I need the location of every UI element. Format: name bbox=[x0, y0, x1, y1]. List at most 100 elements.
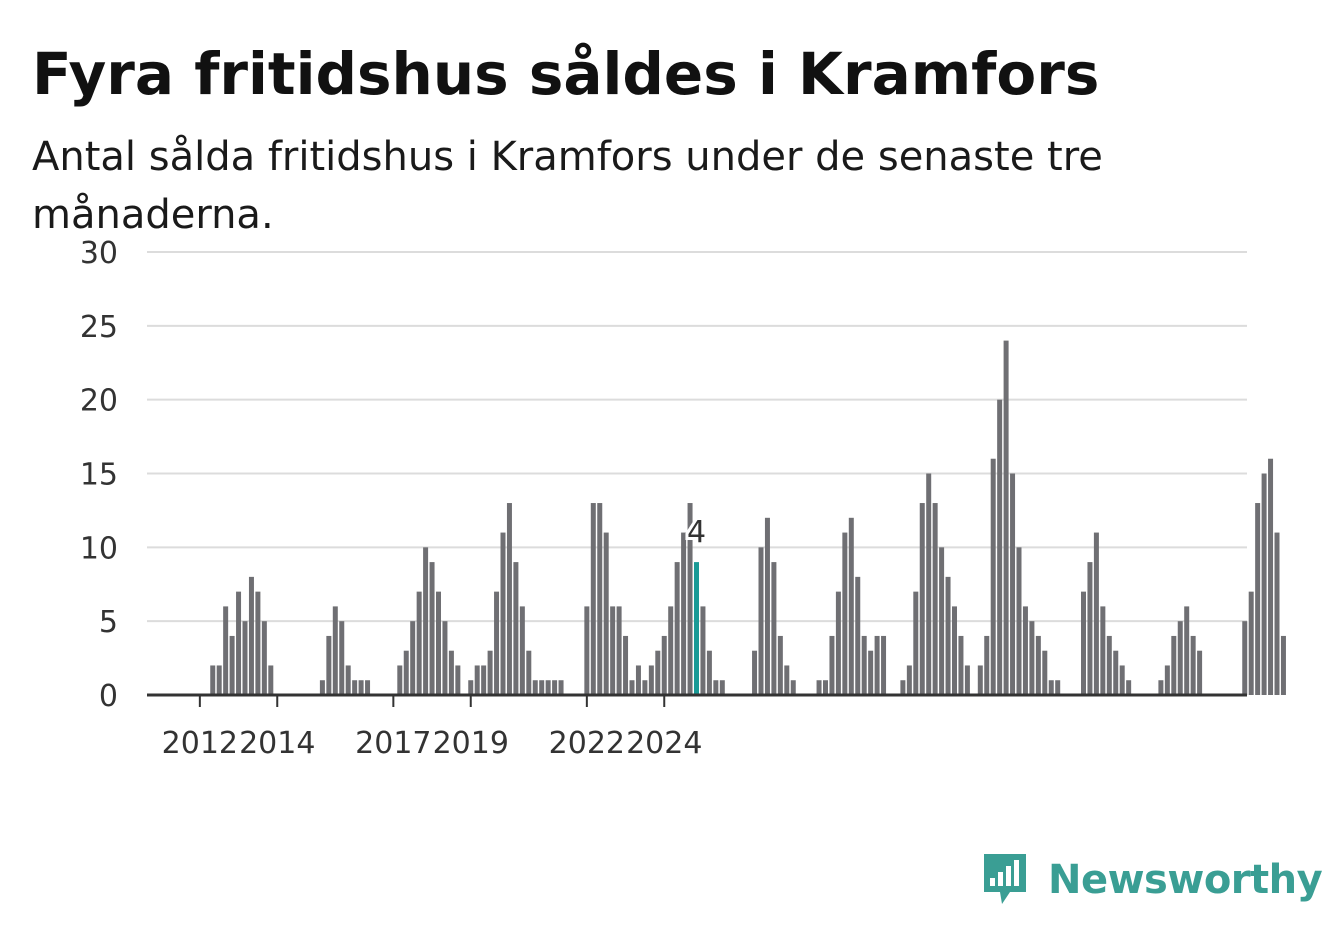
bar bbox=[706, 650, 712, 695]
bar bbox=[790, 680, 796, 695]
bar bbox=[448, 650, 454, 695]
bar bbox=[964, 665, 970, 695]
bar bbox=[526, 650, 532, 695]
bar bbox=[1274, 532, 1280, 695]
x-tick-label: 2024 bbox=[626, 726, 702, 761]
bar bbox=[764, 517, 770, 695]
x-tick-label: 2012 bbox=[162, 726, 238, 761]
y-tick-label: 15 bbox=[80, 458, 118, 493]
y-tick-label: 20 bbox=[80, 384, 118, 419]
bar bbox=[1093, 532, 1099, 695]
bar bbox=[823, 680, 828, 695]
bar bbox=[1042, 650, 1048, 695]
bar bbox=[261, 621, 267, 695]
bar bbox=[1016, 547, 1022, 695]
bar bbox=[210, 665, 216, 695]
bar bbox=[397, 665, 403, 695]
bar bbox=[481, 665, 487, 695]
bar bbox=[719, 680, 725, 695]
bar bbox=[487, 650, 493, 695]
bar bbox=[752, 650, 758, 695]
bar bbox=[513, 562, 519, 695]
bar bbox=[442, 621, 448, 695]
bar bbox=[539, 680, 545, 695]
bar bbox=[403, 650, 409, 695]
bar bbox=[1106, 635, 1112, 695]
bar bbox=[255, 591, 261, 695]
y-tick-label: 5 bbox=[99, 605, 118, 640]
bar bbox=[913, 591, 919, 695]
bar bbox=[881, 635, 887, 695]
bar bbox=[326, 635, 332, 695]
bar bbox=[868, 650, 874, 695]
bar bbox=[416, 591, 422, 695]
bar bbox=[1280, 635, 1286, 695]
bar bbox=[268, 665, 274, 695]
brand-name: Newsworthy bbox=[1048, 857, 1322, 903]
y-tick-label: 25 bbox=[80, 310, 118, 345]
bar bbox=[229, 635, 235, 695]
bar bbox=[345, 665, 351, 695]
bar bbox=[436, 591, 441, 695]
x-tick-label: 2019 bbox=[433, 726, 509, 761]
chart-title: Fyra fritidshus såldes i Kramfors bbox=[32, 40, 1100, 108]
bar bbox=[777, 635, 783, 695]
bar bbox=[1171, 635, 1177, 695]
bar bbox=[1248, 591, 1254, 695]
bar bbox=[248, 576, 254, 695]
bar bbox=[597, 503, 603, 695]
bar-chart-speech-bubble-icon bbox=[984, 854, 1026, 904]
bar bbox=[642, 680, 648, 695]
newsworthy-logo: Newsworthy bbox=[980, 850, 1322, 910]
bar bbox=[584, 606, 590, 695]
bar bbox=[829, 635, 835, 695]
bar bbox=[655, 650, 661, 695]
bar bbox=[687, 503, 693, 695]
bar bbox=[939, 547, 945, 695]
bar bbox=[1035, 635, 1041, 695]
bar bbox=[1126, 680, 1132, 695]
bar bbox=[603, 532, 609, 695]
bar bbox=[668, 606, 674, 695]
y-tick-label: 0 bbox=[99, 679, 118, 714]
bar bbox=[623, 635, 629, 695]
bar bbox=[216, 665, 222, 695]
bar bbox=[552, 680, 558, 695]
bar bbox=[494, 591, 500, 695]
bar bbox=[506, 503, 512, 695]
bar bbox=[952, 606, 957, 695]
bar bbox=[1197, 650, 1203, 695]
bar bbox=[1190, 635, 1196, 695]
bar bbox=[1158, 680, 1164, 695]
bar bbox=[900, 680, 906, 695]
bar bbox=[545, 680, 551, 695]
bar bbox=[500, 532, 506, 695]
bar bbox=[1268, 458, 1274, 695]
bar bbox=[352, 680, 358, 695]
chart-subtitle: Antal sålda fritidshus i Kramfors under … bbox=[32, 134, 1103, 238]
bar bbox=[1081, 591, 1086, 695]
bar bbox=[945, 576, 951, 695]
bar bbox=[319, 680, 325, 695]
bar bbox=[1087, 562, 1093, 695]
bar bbox=[661, 635, 667, 695]
bar bbox=[1261, 473, 1267, 695]
bar bbox=[236, 591, 242, 695]
bar bbox=[906, 665, 912, 695]
data-label: 4 bbox=[687, 515, 706, 550]
bar bbox=[423, 547, 429, 695]
bar bbox=[635, 665, 641, 695]
bar bbox=[919, 503, 925, 695]
bar bbox=[842, 532, 848, 695]
bar bbox=[648, 665, 654, 695]
bar bbox=[1029, 621, 1035, 695]
bar bbox=[358, 680, 364, 695]
bar bbox=[474, 665, 480, 695]
bar bbox=[429, 562, 435, 695]
bar bbox=[1242, 621, 1248, 695]
bar bbox=[558, 680, 564, 695]
bar bbox=[1113, 650, 1119, 695]
bar bbox=[1164, 665, 1170, 695]
bar bbox=[771, 562, 777, 695]
bar bbox=[519, 606, 525, 695]
